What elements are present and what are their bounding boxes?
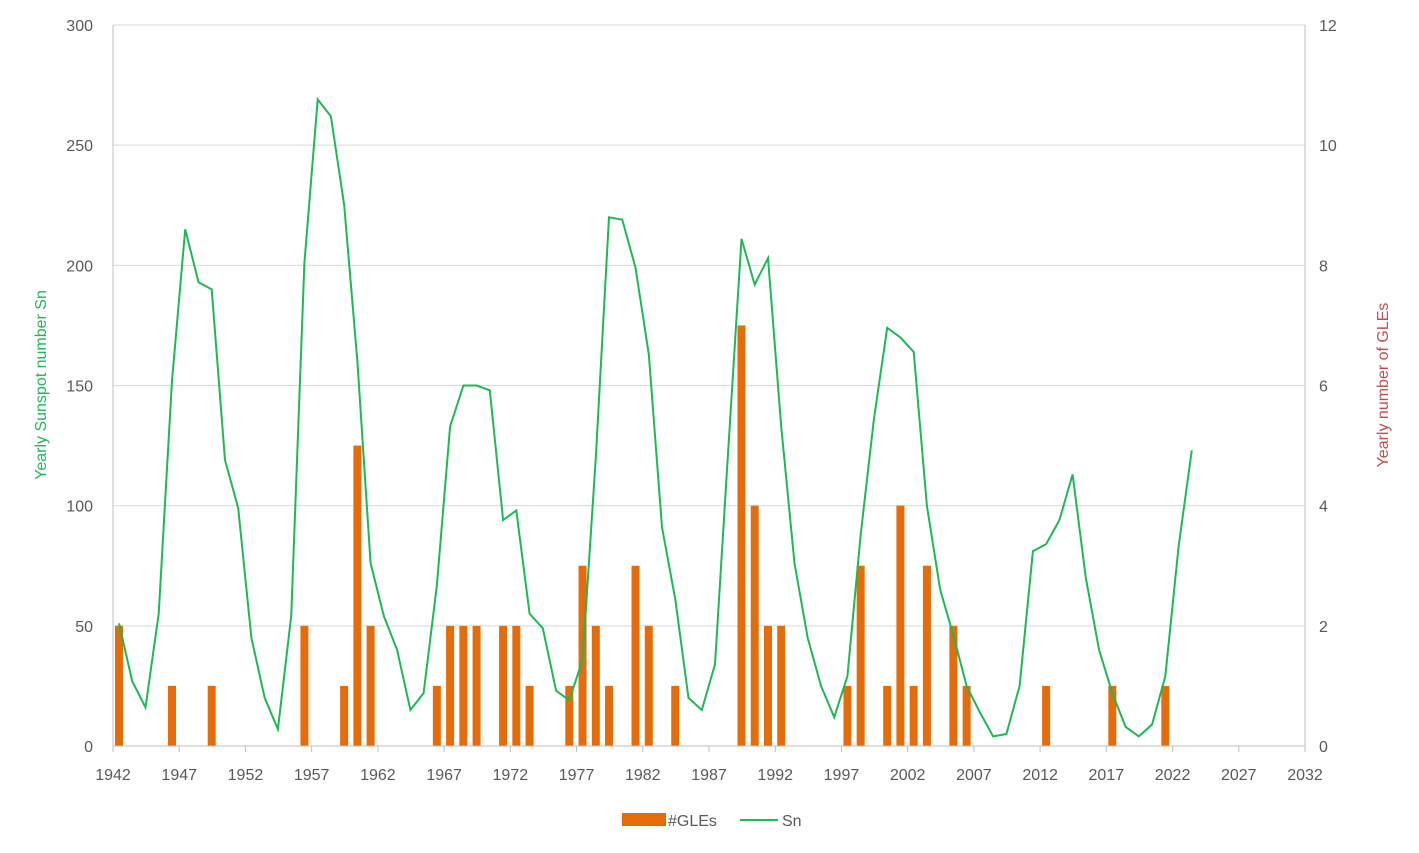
left-axis-ticks: 0 50 100 150 200 250 300	[66, 18, 93, 756]
legend: #GLEs Sn	[622, 813, 802, 830]
x-tick-label: 2012	[1022, 767, 1058, 784]
right-tick-label: 0	[1319, 739, 1328, 756]
gle-bar	[949, 625, 958, 746]
x-tick-label: 2032	[1287, 767, 1323, 784]
x-tick-label: 2002	[890, 767, 926, 784]
gle-bar	[207, 685, 216, 746]
gle-bar	[605, 685, 614, 746]
right-axis-ticks: 0 2 4 6 8 10 12	[1319, 18, 1337, 756]
right-tick-label: 4	[1319, 499, 1328, 516]
x-tick-label: 1992	[757, 767, 793, 784]
left-tick-label: 50	[75, 619, 93, 636]
gle-bar	[631, 565, 640, 746]
x-tick-label: 1997	[824, 767, 860, 784]
gle-bar	[525, 685, 534, 746]
left-tick-label: 100	[66, 499, 93, 516]
gle-bar	[565, 685, 574, 746]
gle-bar	[472, 625, 481, 746]
legend-gles-label: #GLEs	[668, 813, 717, 830]
gle-bar	[591, 625, 600, 746]
gle-bar	[1161, 685, 1170, 746]
gle-bar	[459, 625, 468, 746]
gle-bar	[353, 445, 362, 746]
gle-bar	[777, 625, 786, 746]
gle-bar	[446, 625, 455, 746]
x-axis-ticks: 1942 1947 1952 1957 1962 1967 1972 1977 1982 1987…	[95, 746, 1323, 784]
legend-gles-swatch	[622, 813, 666, 826]
gle-bar	[671, 685, 680, 746]
x-tick-label: 1977	[559, 767, 595, 784]
gle-bar	[909, 685, 918, 746]
gle-bar	[499, 625, 508, 746]
left-tick-label: 150	[66, 379, 93, 396]
gle-bar	[883, 685, 892, 746]
x-tick-label: 1942	[95, 767, 131, 784]
left-tick-label: 200	[66, 258, 93, 275]
legend-sn-label: Sn	[782, 813, 802, 830]
left-tick-label: 0	[84, 739, 93, 756]
gle-bar	[167, 685, 176, 746]
right-tick-label: 12	[1319, 18, 1337, 35]
gle-bar	[922, 565, 931, 746]
gle-bar	[115, 625, 123, 746]
gridlines	[113, 24, 1305, 627]
gle-bar	[737, 325, 746, 746]
sn-series-line	[118, 96, 1193, 738]
gle-bar	[432, 685, 441, 746]
gle-bar	[843, 685, 852, 746]
gle-bar	[340, 685, 349, 746]
x-tick-label: 1972	[493, 767, 529, 784]
x-tick-label: 2027	[1221, 767, 1257, 784]
gle-bar	[856, 565, 865, 746]
gles-bars	[115, 325, 1170, 746]
gle-bar	[644, 625, 653, 746]
gle-bar	[962, 685, 971, 746]
x-tick-label: 1967	[426, 767, 462, 784]
right-axis-title: Yearly number of GLEs	[1375, 303, 1392, 468]
gle-bar	[366, 625, 375, 746]
x-tick-label: 1987	[691, 767, 727, 784]
x-tick-label: 1952	[228, 767, 264, 784]
left-axis-title: Yearly Sunspot number Sn	[33, 290, 50, 480]
gle-bar	[763, 625, 772, 746]
left-tick-label: 250	[66, 138, 93, 155]
gle-bar	[1108, 685, 1117, 746]
right-tick-label: 6	[1319, 379, 1328, 396]
x-tick-label: 1982	[625, 767, 661, 784]
gle-bar	[300, 625, 309, 746]
gle-bar	[896, 505, 905, 746]
x-tick-label: 1962	[360, 767, 396, 784]
gle-bar	[1042, 685, 1051, 746]
gle-bar	[512, 625, 521, 746]
x-tick-label: 2017	[1089, 767, 1125, 784]
x-tick-label: 2007	[956, 767, 992, 784]
x-tick-label: 2022	[1155, 767, 1191, 784]
gle-bar	[750, 505, 759, 746]
right-tick-label: 2	[1319, 619, 1328, 636]
x-tick-label: 1947	[161, 767, 197, 784]
right-tick-label: 10	[1319, 138, 1337, 155]
left-tick-label: 300	[66, 18, 93, 35]
right-tick-label: 8	[1319, 258, 1328, 275]
x-tick-label: 1957	[294, 767, 330, 784]
